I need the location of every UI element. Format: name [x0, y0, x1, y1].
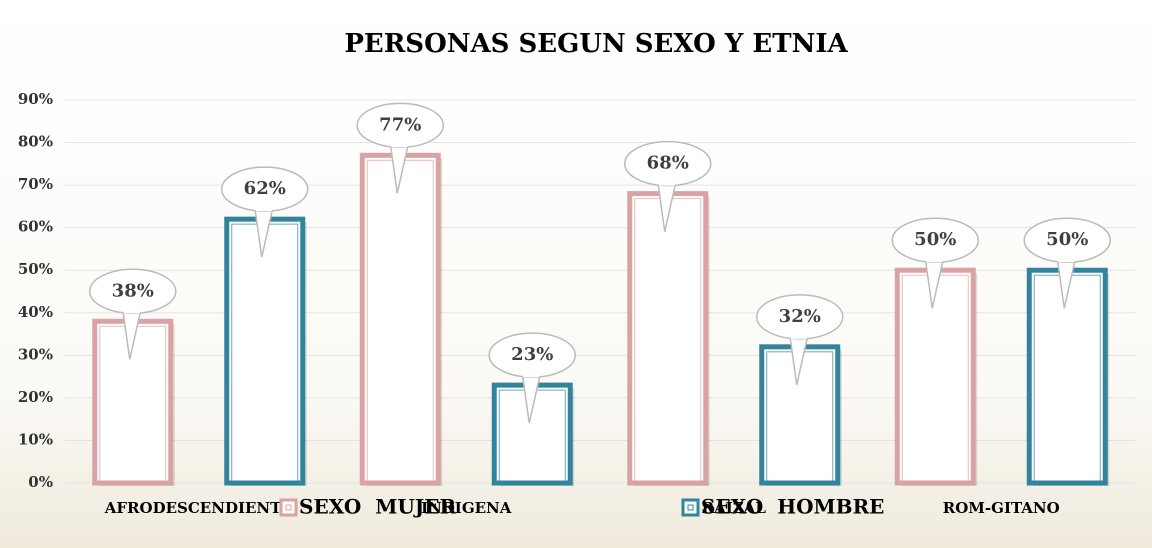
y-tick-label: 0%: [28, 473, 53, 491]
y-tick-label: 30%: [18, 345, 53, 363]
value-label: 77%: [379, 114, 421, 135]
callout-join: [255, 203, 272, 212]
value-label: 62%: [244, 178, 286, 199]
y-tick-label: 90%: [18, 90, 53, 108]
callout-join: [391, 139, 408, 148]
y-tick-label: 40%: [18, 303, 53, 321]
value-label: 68%: [647, 153, 689, 174]
y-tick-label: 60%: [18, 218, 53, 236]
x-tick-label: ROM-GITANO: [943, 499, 1060, 517]
legend-swatch: [279, 498, 298, 517]
value-label: 32%: [779, 306, 821, 327]
legend-swatch: [681, 498, 700, 517]
bar: [1026, 267, 1108, 486]
legend-label: SEXO HOMBRE: [701, 495, 884, 519]
bar: [627, 191, 709, 486]
x-tick-label: RAIZAL: [702, 499, 767, 517]
value-label: 50%: [1046, 229, 1088, 250]
bar: [224, 216, 306, 486]
callout-join: [1058, 254, 1075, 263]
bar: [894, 267, 976, 486]
legend-swatch-inner: [285, 504, 292, 511]
y-tick-label: 20%: [18, 388, 53, 406]
y-tick-label: 50%: [18, 260, 53, 278]
chart-title: PERSONAS SEGUN SEXO Y ETNIA: [344, 29, 848, 59]
value-label: 23%: [511, 344, 553, 365]
callout-join: [926, 254, 943, 263]
y-tick-label: 70%: [18, 175, 53, 193]
legend-label: SEXO MUJER: [299, 495, 456, 519]
callout-join: [523, 369, 540, 378]
bar: [759, 344, 841, 486]
y-tick-label: 10%: [18, 430, 53, 448]
x-tick-label: INDIGENA: [421, 499, 512, 517]
callout-join: [790, 330, 807, 339]
value-label: 38%: [112, 280, 154, 301]
value-label: 50%: [914, 229, 956, 250]
callout-join: [123, 305, 140, 314]
bar: [359, 152, 441, 486]
y-tick-label: 80%: [18, 133, 53, 151]
legend-swatch-inner: [687, 504, 694, 511]
x-tick-label: AFRODESCENDIENTE: [104, 499, 293, 517]
callout-join: [658, 177, 675, 186]
